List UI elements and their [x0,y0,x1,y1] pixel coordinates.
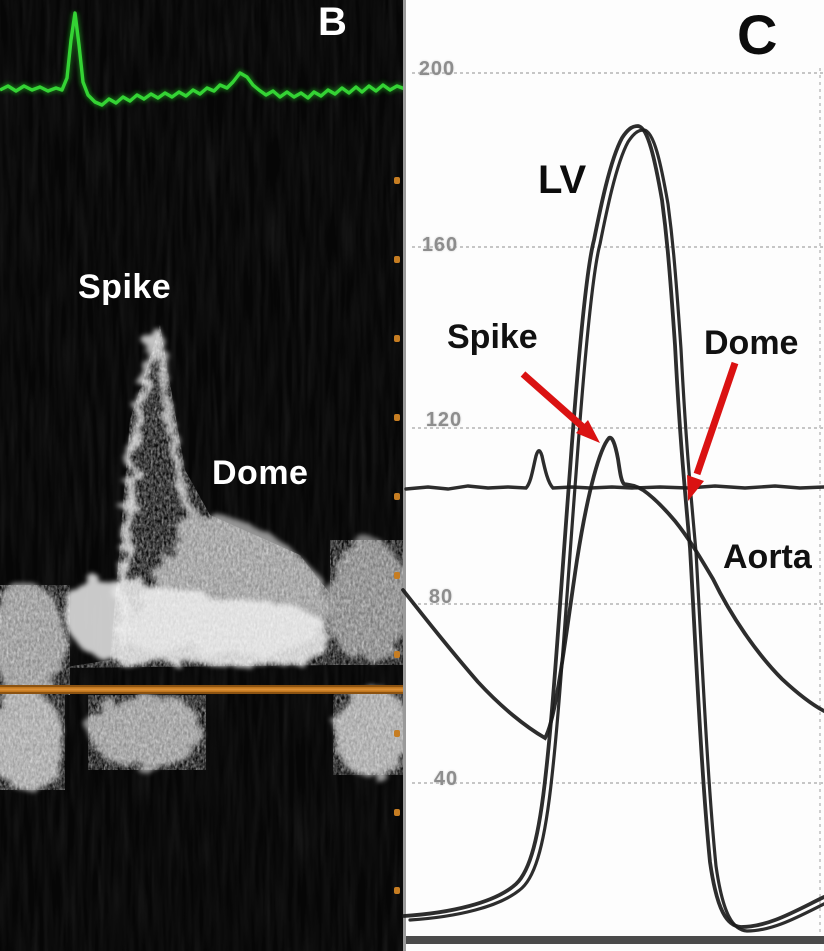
panel-b-dome-label: Dome [212,454,309,492]
doppler-spectrogram-image [0,0,405,951]
velocity-scale-ticks [394,177,400,894]
panel-b-spike-label: Spike [78,268,172,306]
panel-c-letter: C [737,3,778,66]
lv-label: LV [538,158,587,202]
panel-c-spike-label: Spike [447,318,538,356]
bottom-axis [406,936,824,944]
panel-b-letter: B [318,0,347,44]
ecg-trace [0,11,405,109]
ytick-200: 200 [418,58,456,80]
ytick-160: 160 [421,234,459,256]
aorta-curve [401,435,824,741]
flat-arterial-trace [404,449,824,491]
doppler-baseline [0,685,405,694]
panel-c-dome-label: Dome [704,324,799,362]
ytick-80: 80 [428,586,454,608]
panel-b-doppler-spectrogram: B Spike Dome [0,0,405,951]
ytick-120: 120 [425,409,463,431]
annotation-arrows [520,361,739,501]
ytick-40: 40 [433,768,459,790]
aorta-label: Aorta [723,538,812,576]
dome-arrow [687,361,739,501]
envelope-grain [0,325,405,790]
spike-arrow [520,371,600,443]
gridlines [412,68,824,935]
panel-divider [403,0,406,951]
background-noise-texture [0,0,405,951]
lv-curve [402,124,824,933]
